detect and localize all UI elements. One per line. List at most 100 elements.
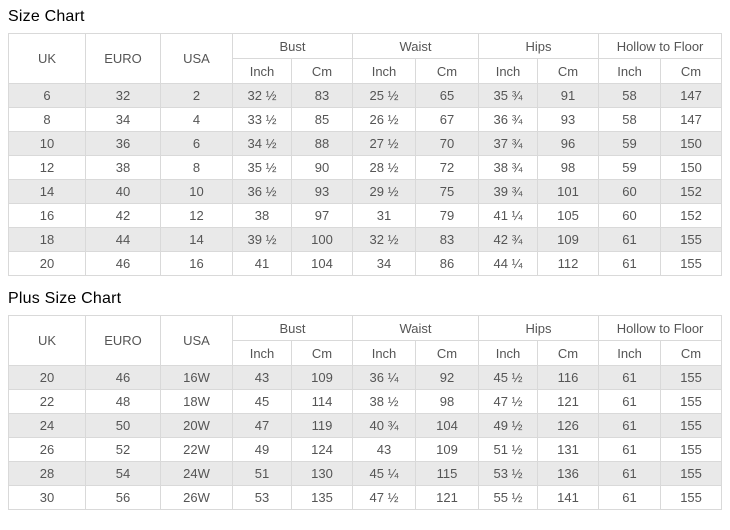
cell: 58 bbox=[598, 107, 662, 132]
column-header-euro: EURO bbox=[85, 33, 161, 84]
cell: 12 bbox=[160, 203, 233, 228]
cell: 116 bbox=[537, 365, 600, 390]
cell: 28 bbox=[8, 461, 86, 486]
cell: 126 bbox=[537, 413, 600, 438]
cell: 24W bbox=[160, 461, 233, 486]
cell: 12 bbox=[8, 155, 86, 180]
cell: 109 bbox=[537, 227, 600, 252]
cell: 39 ½ bbox=[232, 227, 292, 252]
column-header-usa: USA bbox=[160, 33, 233, 84]
cell: 55 ½ bbox=[478, 485, 539, 510]
column-header-waist-inch: Inch bbox=[352, 340, 417, 366]
cell: 60 bbox=[598, 203, 662, 228]
cell: 60 bbox=[598, 179, 662, 204]
header-unit-row: Inch Cm Inch Cm Inch Cm Inch Cm bbox=[9, 58, 723, 84]
column-header-waist: Waist bbox=[352, 315, 480, 341]
cell: 130 bbox=[290, 461, 354, 486]
column-header-uk: UK bbox=[8, 33, 86, 84]
column-header-bust-cm: Cm bbox=[290, 340, 354, 366]
cell: 155 bbox=[660, 413, 723, 438]
table-row: 26 52 22W 49 124 43 109 51 ½ 131 61 155 bbox=[8, 437, 723, 462]
column-header-hips-cm: Cm bbox=[537, 58, 600, 84]
cell: 98 bbox=[537, 155, 600, 180]
cell: 83 bbox=[415, 227, 480, 252]
column-header-waist-cm: Cm bbox=[415, 340, 480, 366]
cell: 61 bbox=[598, 389, 662, 414]
cell: 155 bbox=[660, 389, 723, 414]
cell: 93 bbox=[537, 107, 600, 132]
cell: 36 ¼ bbox=[352, 365, 417, 390]
column-header-hollow-cm: Cm bbox=[660, 58, 723, 84]
cell: 36 ¾ bbox=[478, 107, 539, 132]
column-header-bust-cm: Cm bbox=[290, 58, 354, 84]
cell: 93 bbox=[290, 179, 354, 204]
cell: 6 bbox=[160, 131, 233, 156]
cell: 114 bbox=[290, 389, 354, 414]
cell: 8 bbox=[8, 107, 86, 132]
cell: 45 bbox=[232, 389, 292, 414]
cell: 58 bbox=[598, 83, 662, 108]
cell: 155 bbox=[660, 437, 723, 462]
cell: 121 bbox=[415, 485, 480, 510]
cell: 150 bbox=[660, 155, 723, 180]
size-chart-body: 6 32 2 32 ½ 83 25 ½ 65 35 ¾ 91 58 147 8 34 4 33 ½ 85 26 … bbox=[8, 83, 723, 276]
cell: 100 bbox=[290, 227, 354, 252]
column-header-bust: Bust bbox=[231, 315, 354, 341]
cell: 49 ½ bbox=[478, 413, 539, 438]
column-header-hollow-cm: Cm bbox=[660, 340, 723, 366]
plus-size-chart-table: UK EURO USA Bust Waist Hips Hollow to Fl… bbox=[8, 315, 723, 510]
header-group-row: UK EURO USA Bust Waist Hips Hollow to Fl… bbox=[8, 33, 723, 84]
cell: 32 bbox=[85, 83, 161, 108]
cell: 135 bbox=[290, 485, 354, 510]
cell: 33 ½ bbox=[232, 107, 292, 132]
cell: 96 bbox=[537, 131, 600, 156]
cell: 61 bbox=[598, 413, 662, 438]
cell: 43 bbox=[352, 437, 417, 462]
cell: 91 bbox=[537, 83, 600, 108]
cell: 97 bbox=[290, 203, 354, 228]
cell: 90 bbox=[290, 155, 354, 180]
table-row: 30 56 26W 53 135 47 ½ 121 55 ½ 141 61 155 bbox=[8, 485, 723, 510]
cell: 35 ¾ bbox=[478, 83, 539, 108]
column-header-hollow-to-floor: Hollow to Floor bbox=[598, 315, 723, 341]
cell: 26 ½ bbox=[352, 107, 417, 132]
cell: 36 bbox=[85, 131, 161, 156]
cell: 38 ½ bbox=[352, 389, 417, 414]
cell: 38 bbox=[85, 155, 161, 180]
cell: 41 bbox=[232, 251, 292, 276]
cell: 10 bbox=[160, 179, 233, 204]
cell: 27 ½ bbox=[352, 131, 417, 156]
cell: 20 bbox=[8, 251, 86, 276]
cell: 61 bbox=[598, 461, 662, 486]
cell: 147 bbox=[660, 107, 723, 132]
cell: 42 bbox=[85, 203, 161, 228]
cell: 38 ¾ bbox=[478, 155, 539, 180]
table-row: 28 54 24W 51 130 45 ¼ 115 53 ½ 136 61 155 bbox=[8, 461, 723, 486]
cell: 36 ½ bbox=[232, 179, 292, 204]
cell: 31 bbox=[352, 203, 417, 228]
cell: 65 bbox=[415, 83, 480, 108]
column-header-uk: UK bbox=[8, 315, 86, 366]
table-row: 6 32 2 32 ½ 83 25 ½ 65 35 ¾ 91 58 147 bbox=[8, 83, 723, 108]
cell: 92 bbox=[415, 365, 480, 390]
cell: 2 bbox=[160, 83, 233, 108]
cell: 37 ¾ bbox=[478, 131, 539, 156]
cell: 83 bbox=[290, 83, 354, 108]
column-header-hips: Hips bbox=[478, 315, 600, 341]
header-unit-row: Inch Cm Inch Cm Inch Cm Inch Cm bbox=[9, 340, 723, 366]
cell: 124 bbox=[290, 437, 354, 462]
cell: 155 bbox=[660, 365, 723, 390]
cell: 61 bbox=[598, 227, 662, 252]
cell: 51 bbox=[232, 461, 292, 486]
cell: 155 bbox=[660, 251, 723, 276]
cell: 24 bbox=[8, 413, 86, 438]
cell: 47 ½ bbox=[352, 485, 417, 510]
cell: 61 bbox=[598, 485, 662, 510]
table-row: 18 44 14 39 ½ 100 32 ½ 83 42 ¾ 109 61 155 bbox=[8, 227, 723, 252]
plus-size-chart-title: Plus Size Chart bbox=[8, 290, 122, 307]
cell: 45 ½ bbox=[478, 365, 539, 390]
cell: 28 ½ bbox=[352, 155, 417, 180]
cell: 105 bbox=[537, 203, 600, 228]
column-header-hips-cm: Cm bbox=[537, 340, 600, 366]
cell: 104 bbox=[290, 251, 354, 276]
